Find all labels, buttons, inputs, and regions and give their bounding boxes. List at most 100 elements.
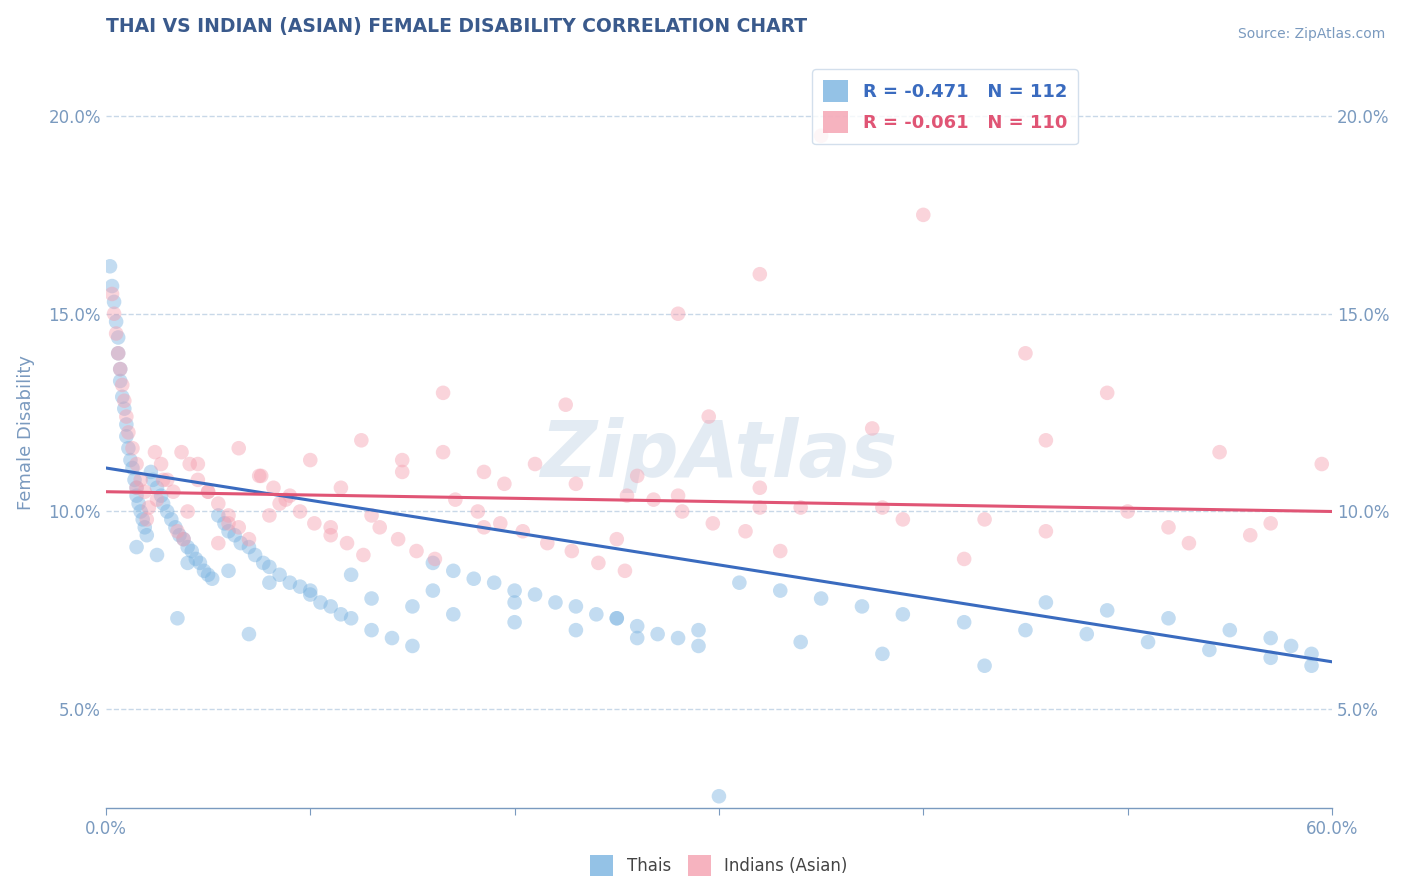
Point bbox=[851, 599, 873, 614]
Point bbox=[482, 575, 505, 590]
Point bbox=[702, 516, 724, 531]
Point bbox=[319, 599, 342, 614]
Point bbox=[319, 528, 342, 542]
Point bbox=[115, 409, 138, 424]
Point bbox=[115, 429, 138, 443]
Point bbox=[769, 583, 792, 598]
Point bbox=[554, 398, 576, 412]
Point bbox=[197, 484, 219, 499]
Point bbox=[146, 481, 169, 495]
Point bbox=[734, 524, 756, 539]
Point bbox=[544, 595, 567, 609]
Point bbox=[1095, 603, 1118, 617]
Point bbox=[432, 385, 454, 400]
Point bbox=[810, 128, 832, 143]
Point bbox=[98, 260, 121, 274]
Point bbox=[243, 548, 266, 562]
Point bbox=[441, 607, 464, 622]
Point bbox=[224, 528, 246, 542]
Point bbox=[360, 591, 382, 606]
Point bbox=[112, 393, 135, 408]
Point bbox=[134, 484, 156, 499]
Point bbox=[626, 619, 648, 633]
Point bbox=[340, 567, 363, 582]
Point bbox=[247, 469, 270, 483]
Point bbox=[1157, 611, 1180, 625]
Point bbox=[259, 575, 281, 590]
Point bbox=[613, 564, 636, 578]
Point bbox=[146, 548, 169, 562]
Point bbox=[129, 504, 152, 518]
Point bbox=[135, 528, 157, 542]
Point bbox=[101, 279, 124, 293]
Point bbox=[748, 481, 770, 495]
Point bbox=[152, 473, 174, 487]
Point bbox=[103, 294, 125, 309]
Point bbox=[124, 473, 146, 487]
Point bbox=[707, 789, 730, 804]
Point bbox=[697, 409, 720, 424]
Point bbox=[152, 497, 174, 511]
Point bbox=[1279, 639, 1302, 653]
Point bbox=[789, 500, 811, 515]
Point bbox=[489, 516, 512, 531]
Point bbox=[444, 492, 467, 507]
Point bbox=[666, 631, 689, 645]
Point bbox=[238, 540, 260, 554]
Point bbox=[278, 575, 301, 590]
Point bbox=[299, 583, 322, 598]
Point bbox=[238, 627, 260, 641]
Point bbox=[107, 346, 129, 360]
Point bbox=[360, 623, 382, 637]
Point bbox=[120, 453, 142, 467]
Point bbox=[423, 552, 446, 566]
Point bbox=[218, 508, 240, 523]
Point bbox=[626, 469, 648, 483]
Point bbox=[1198, 643, 1220, 657]
Point bbox=[891, 512, 914, 526]
Point bbox=[170, 445, 193, 459]
Point bbox=[953, 552, 976, 566]
Point bbox=[176, 540, 198, 554]
Point bbox=[340, 611, 363, 625]
Point bbox=[125, 489, 148, 503]
Point bbox=[187, 457, 209, 471]
Point bbox=[319, 520, 342, 534]
Point bbox=[666, 307, 689, 321]
Text: ZipAtlas: ZipAtlas bbox=[540, 417, 897, 493]
Point bbox=[125, 481, 148, 495]
Point bbox=[368, 520, 391, 534]
Point bbox=[128, 497, 150, 511]
Point bbox=[107, 346, 129, 360]
Point bbox=[129, 473, 152, 487]
Point bbox=[229, 536, 252, 550]
Point bbox=[422, 556, 444, 570]
Point bbox=[973, 658, 995, 673]
Legend: Thais, Indians (Asian): Thais, Indians (Asian) bbox=[583, 849, 855, 882]
Point bbox=[441, 564, 464, 578]
Point bbox=[121, 461, 143, 475]
Point bbox=[228, 441, 250, 455]
Point bbox=[188, 556, 211, 570]
Point bbox=[214, 516, 236, 531]
Point bbox=[269, 567, 291, 582]
Point bbox=[173, 532, 195, 546]
Point bbox=[103, 307, 125, 321]
Point bbox=[616, 489, 638, 503]
Point bbox=[278, 489, 301, 503]
Point bbox=[121, 441, 143, 455]
Point bbox=[250, 469, 273, 483]
Point bbox=[142, 473, 165, 487]
Point bbox=[269, 497, 291, 511]
Point bbox=[565, 599, 588, 614]
Point bbox=[125, 540, 148, 554]
Point bbox=[187, 473, 209, 487]
Point bbox=[671, 504, 693, 518]
Point bbox=[391, 453, 413, 467]
Y-axis label: Female Disability: Female Disability bbox=[17, 355, 35, 510]
Point bbox=[299, 588, 322, 602]
Point bbox=[872, 500, 894, 515]
Point bbox=[193, 564, 215, 578]
Point bbox=[1178, 536, 1201, 550]
Point bbox=[150, 457, 173, 471]
